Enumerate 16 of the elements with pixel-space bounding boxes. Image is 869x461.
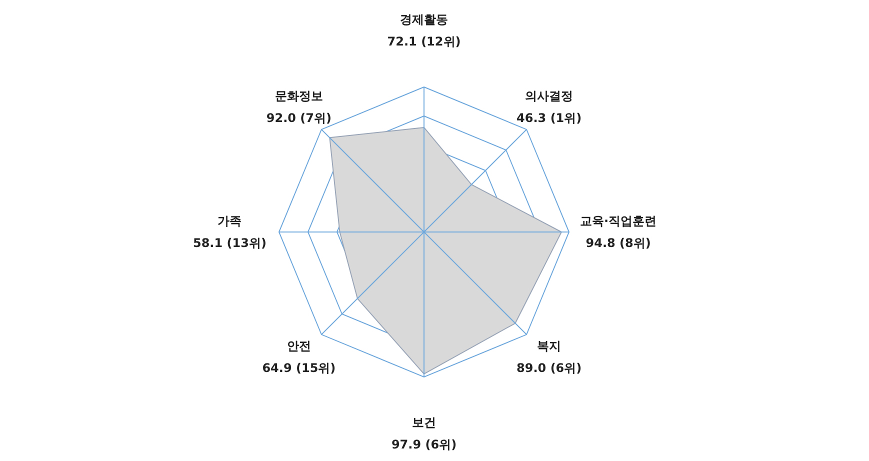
spoke-label: 보건 (412, 416, 436, 430)
text: 64.9 (15위) (262, 361, 336, 376)
text: 97.9 (6위) (391, 438, 457, 452)
text: 94.8 (8위) (586, 236, 651, 250)
spoke-label: 의사결정 (525, 88, 574, 103)
spoke-label: 가족 (218, 214, 242, 228)
spoke-label: 복지 (537, 339, 562, 354)
spoke-label: 문화정보 (274, 88, 323, 103)
text: 46.3 (1위) (516, 110, 582, 125)
spoke-label: 경제활동 (400, 12, 448, 26)
text: 92.0 (7위) (266, 110, 332, 125)
text: 89.0 (6위) (516, 361, 582, 376)
spoke-label: 교육·직업훈련 (580, 214, 657, 228)
text: 58.1 (13위) (192, 236, 266, 250)
text: 72.1 (12위) (387, 34, 461, 48)
spoke-label: 안전 (286, 339, 311, 354)
